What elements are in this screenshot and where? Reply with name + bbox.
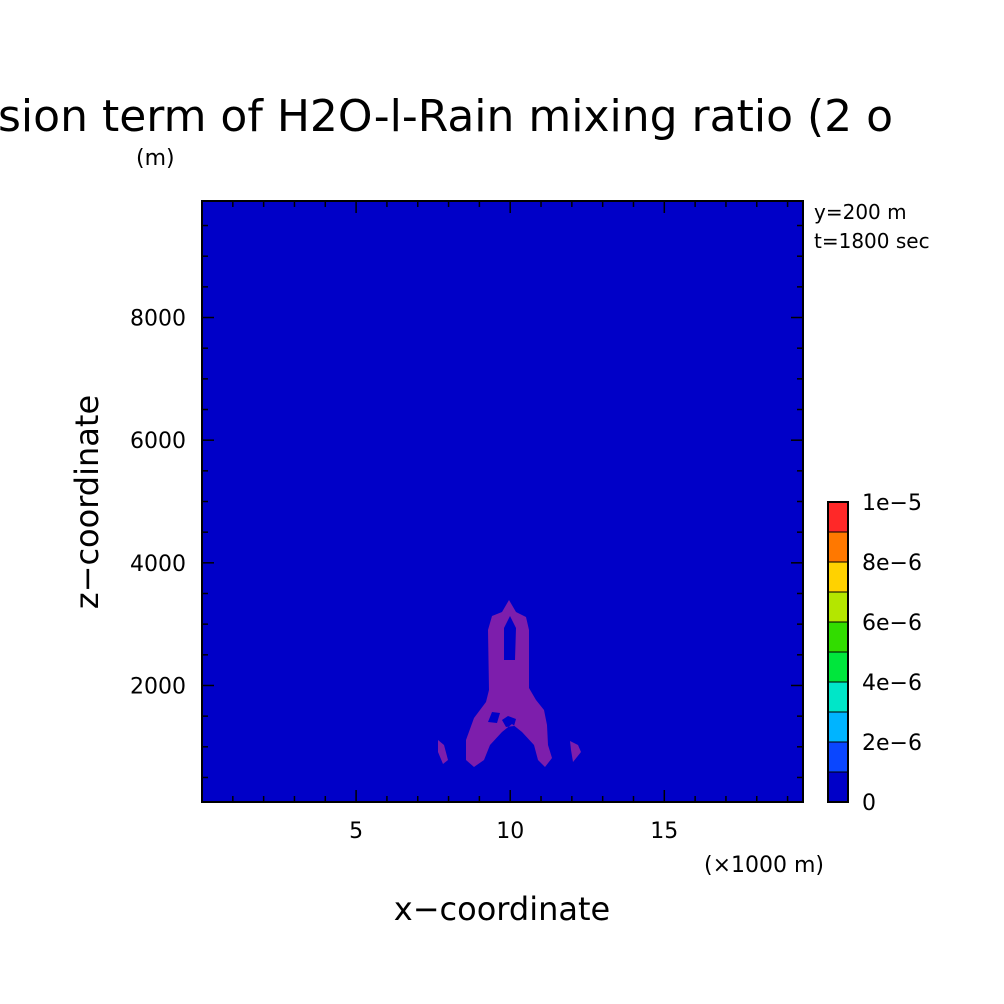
colorbar-label: 6e−6	[862, 611, 922, 636]
colorbar-segment	[827, 501, 849, 533]
colorbar-segment	[827, 741, 849, 773]
chart-title: sion term of H2O-l-Rain mixing ratio (2 …	[0, 91, 893, 142]
colorbar-label: 4e−6	[862, 671, 922, 696]
x-tick-labels: 5 10 15	[349, 819, 678, 844]
x-tick-label: 15	[650, 819, 678, 844]
x-tick-label: 10	[496, 819, 524, 844]
colorbar-segment	[827, 591, 849, 623]
x-unit-label: (×1000 m)	[704, 853, 824, 878]
colorbar-frame	[827, 501, 849, 803]
colorbar-segment	[827, 531, 849, 563]
colorbar-label: 8e−6	[862, 551, 922, 576]
rain-feature-right-lobe	[570, 741, 581, 762]
x-axis-label: x−coordinate	[394, 890, 610, 928]
rain-feature-main	[466, 600, 552, 767]
x-tick-label: 5	[349, 819, 363, 844]
colorbar-label: 0	[862, 791, 876, 816]
y-tick-label: 8000	[130, 307, 186, 332]
y-axis-label: z−coordinate	[68, 395, 106, 609]
y-tick-label: 2000	[130, 674, 186, 699]
colorbar-segment	[827, 711, 849, 743]
rain-feature-left-lobe	[438, 740, 448, 764]
colorbar-segment	[827, 621, 849, 653]
colorbar-label: 2e−6	[862, 731, 922, 756]
feature-region	[438, 600, 581, 767]
plot-frame	[201, 200, 804, 803]
y-tick-labels: 2000 4000 6000 8000	[130, 307, 186, 700]
annotation-y: y=200 m	[814, 200, 907, 224]
annotation-t: t=1800 sec	[814, 229, 930, 253]
title-unit: (m)	[136, 146, 175, 171]
colorbar-segment	[827, 561, 849, 593]
colorbar-segment	[827, 681, 849, 713]
colorbar-label: 1e−5	[862, 491, 922, 516]
colorbar-segment	[827, 771, 849, 803]
y-tick-label: 6000	[130, 429, 186, 454]
colorbar: 0 2e−6 4e−6 6e−6 8e−6 1e−5	[827, 491, 922, 816]
y-tick-label: 4000	[130, 552, 186, 577]
colorbar-segment	[827, 651, 849, 683]
